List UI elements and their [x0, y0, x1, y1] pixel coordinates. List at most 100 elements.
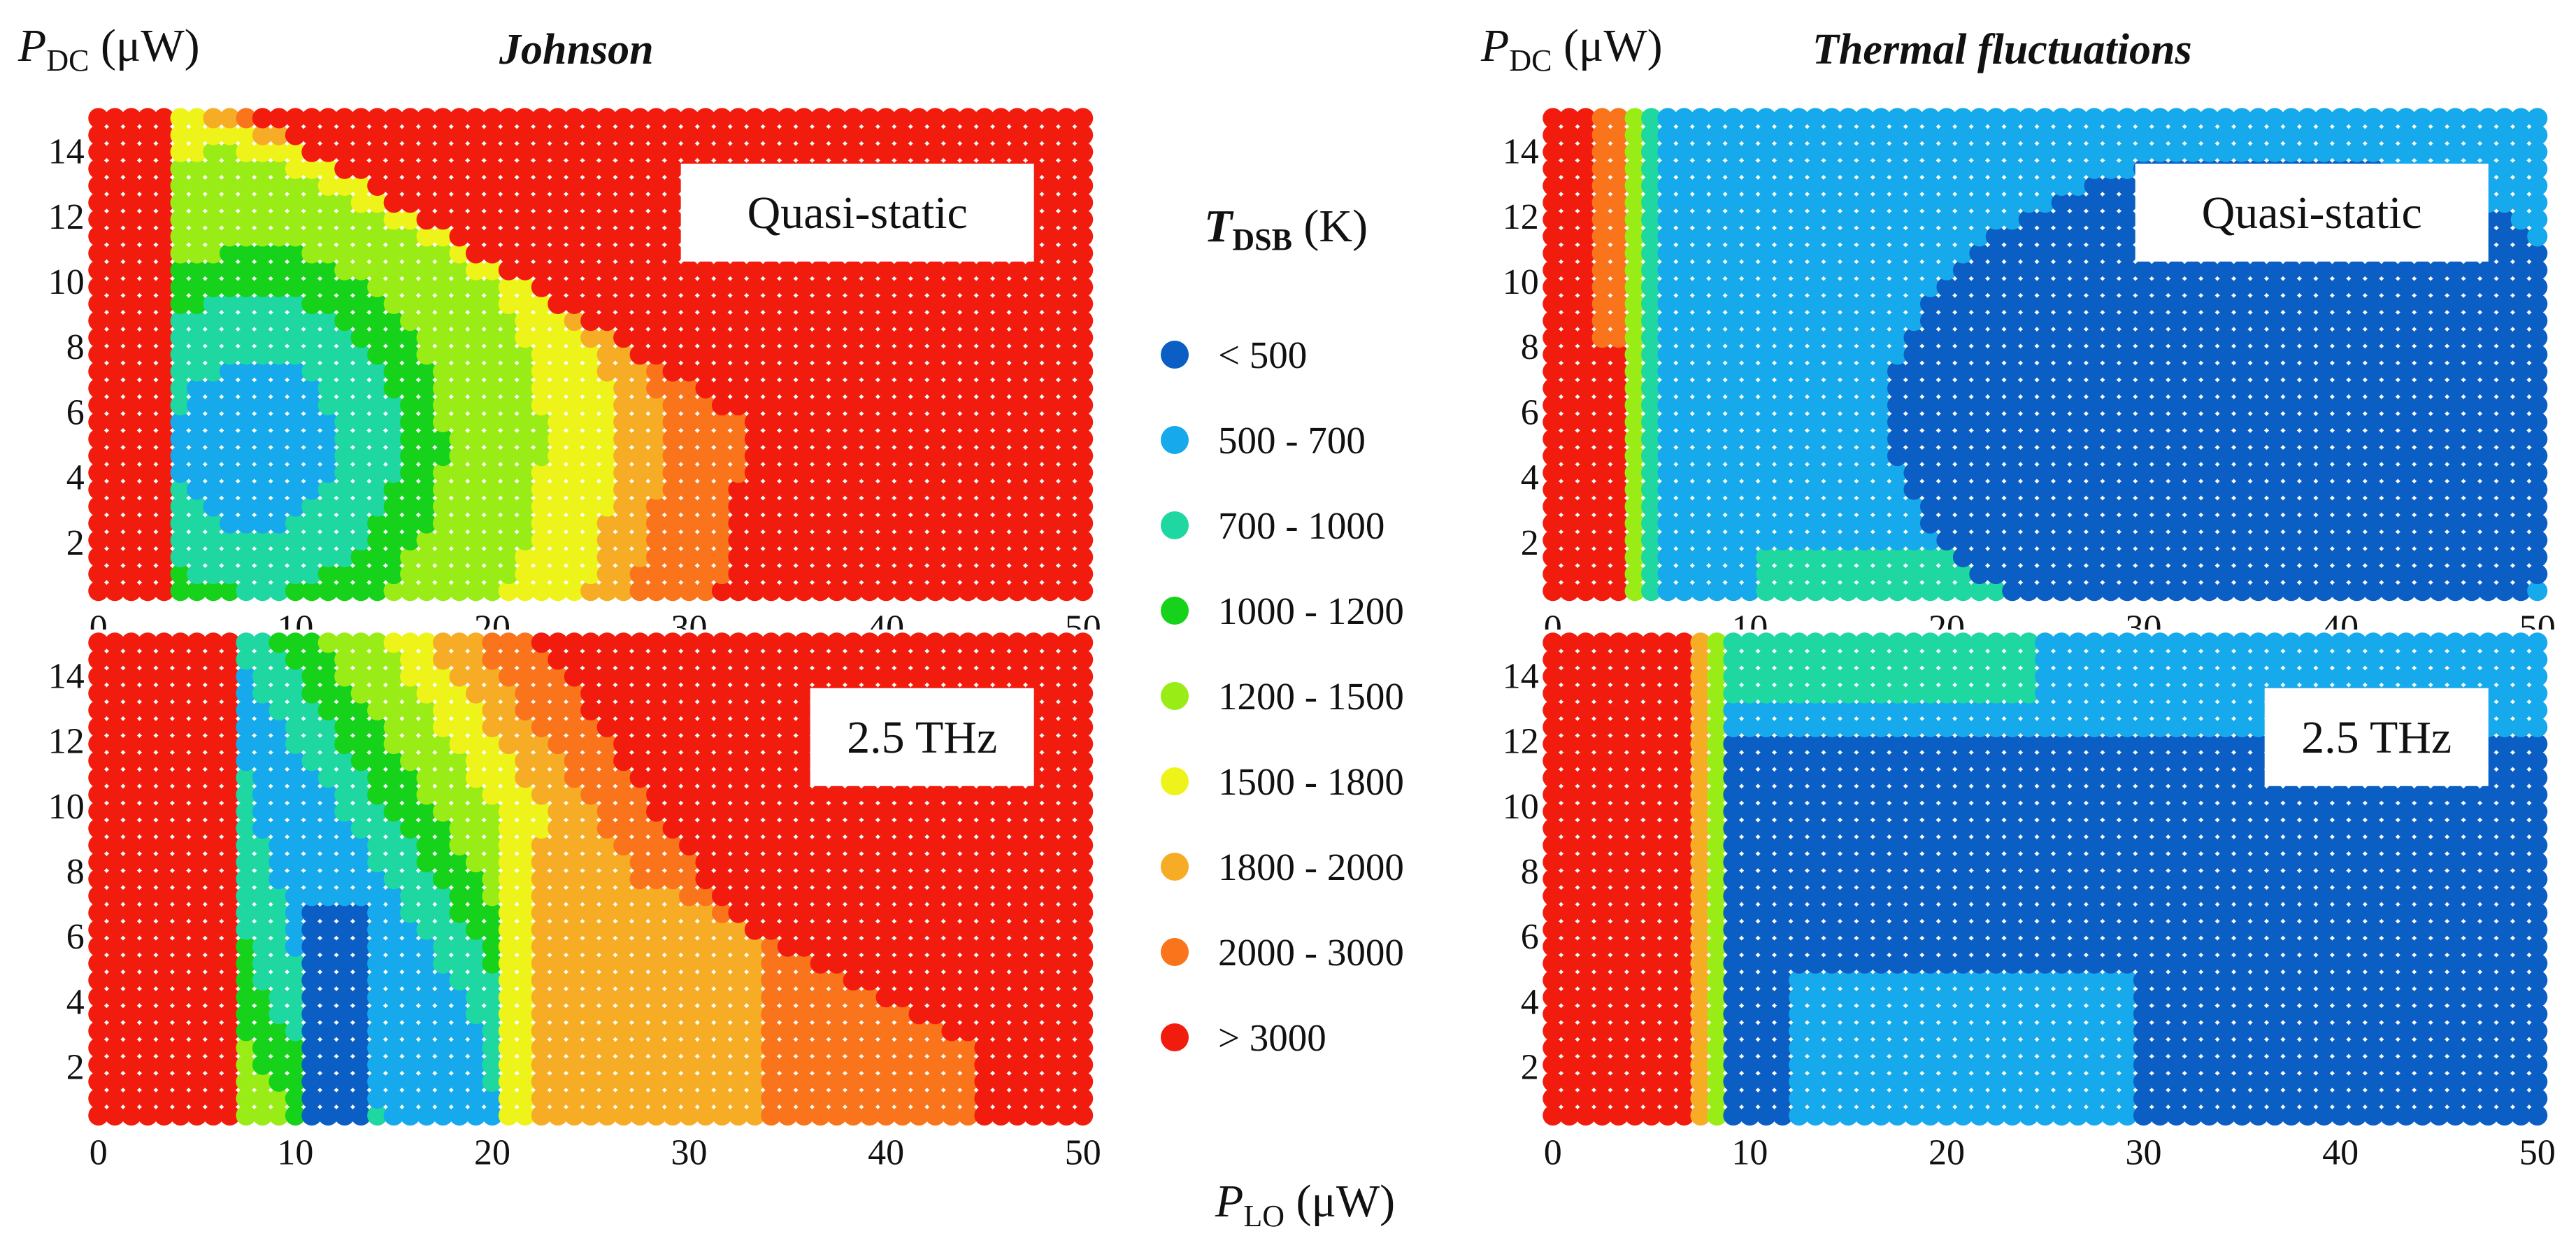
heatmap-dot	[1919, 344, 1941, 365]
heatmap-dot	[1641, 344, 1662, 365]
heatmap-dot	[2428, 479, 2449, 500]
heatmap-dot	[449, 243, 470, 264]
heatmap-dot	[711, 361, 733, 382]
heatmap-dot	[2281, 125, 2302, 145]
heatmap-dot	[317, 209, 338, 230]
heatmap-dot	[137, 496, 158, 517]
heatmap-dot	[465, 581, 487, 602]
heatmap-dot	[203, 886, 224, 907]
heatmap-dot	[367, 953, 388, 974]
heatmap-dot	[744, 411, 765, 432]
heatmap-dot	[744, 276, 765, 297]
heatmap-dot	[383, 751, 404, 772]
heatmap-dot	[367, 546, 388, 568]
heatmap-dot	[465, 564, 487, 585]
heatmap-dot	[137, 886, 158, 907]
heatmap-dot	[1673, 276, 1695, 297]
heatmap-dot	[498, 902, 519, 923]
heatmap-dot	[1543, 344, 1564, 365]
heatmap-dot	[1838, 125, 1859, 145]
heatmap-dot	[2018, 175, 2039, 197]
heatmap-dot	[810, 311, 831, 332]
heatmap-dot	[170, 666, 191, 687]
heatmap-dot	[564, 767, 585, 788]
heatmap-dot	[1789, 327, 1810, 348]
heatmap-dot	[613, 327, 634, 348]
heatmap-dot	[121, 125, 142, 145]
heatmap-dot	[170, 902, 191, 923]
heatmap-dot	[2166, 462, 2187, 483]
heatmap-dot	[88, 784, 109, 805]
heatmap-dot	[334, 530, 355, 551]
heatmap-dot	[2018, 361, 2039, 382]
heatmap-dot	[400, 1004, 421, 1025]
heatmap-dot	[1559, 411, 1580, 432]
heatmap-dot	[236, 293, 257, 314]
heatmap-dot	[2445, 564, 2466, 585]
heatmap-dot	[1887, 293, 1908, 314]
heatmap-dot	[1772, 344, 1793, 365]
heatmap-dot	[252, 818, 273, 839]
heatmap-dot	[2166, 378, 2187, 399]
heatmap-dot	[2281, 411, 2302, 432]
heatmap-dot	[2281, 141, 2302, 162]
heatmap-dot	[662, 546, 683, 568]
heatmap-dot	[498, 327, 519, 348]
heatmap-dot	[350, 243, 371, 264]
heatmap-dot	[433, 581, 454, 602]
heatmap-dot	[203, 327, 224, 348]
heatmap-dot	[317, 666, 338, 687]
heatmap-dot	[596, 1088, 617, 1109]
heatmap-dot	[646, 446, 667, 467]
heatmap-dot	[1969, 311, 1990, 332]
heatmap-dot	[1969, 513, 1990, 534]
heatmap-dot	[482, 125, 503, 145]
heatmap-dot	[1723, 378, 1744, 399]
heatmap-dot	[187, 209, 208, 230]
heatmap-dot	[1838, 462, 1859, 483]
heatmap-dot	[1575, 293, 1596, 314]
heatmap-dot	[88, 411, 109, 432]
heatmap-dot	[810, 344, 831, 365]
heatmap-dot	[843, 361, 864, 382]
heatmap-dot	[1772, 108, 1793, 129]
heatmap-dot	[350, 479, 371, 500]
heatmap-dot	[269, 462, 289, 483]
heatmap-dot	[1903, 209, 1924, 230]
legend-swatch	[1161, 597, 1189, 625]
heatmap-dot	[236, 1088, 257, 1109]
heatmap-dot	[974, 411, 995, 432]
heatmap-dot	[482, 987, 503, 1008]
heatmap-dot	[301, 936, 322, 957]
heatmap-dot	[2494, 311, 2515, 332]
heatmap-dot	[400, 276, 421, 297]
heatmap-dot	[2396, 108, 2417, 129]
heatmap-dot	[416, 108, 437, 129]
heatmap-dot	[219, 784, 241, 805]
heatmap-dot	[1575, 513, 1596, 534]
heatmap-dot	[2198, 513, 2219, 534]
heatmap-dot	[531, 666, 552, 687]
heatmap-dot	[2002, 344, 2023, 365]
heatmap-dot	[2166, 108, 2187, 129]
heatmap-dot	[957, 125, 978, 145]
heatmap-dot	[2035, 378, 2056, 399]
heatmap-dot	[252, 226, 273, 247]
heatmap-dot	[2166, 411, 2187, 432]
heatmap-dot	[613, 716, 634, 737]
heatmap-dot	[383, 564, 404, 585]
heatmap-dot	[334, 411, 355, 432]
heatmap-dot	[2018, 581, 2039, 602]
heatmap-dot	[580, 446, 601, 467]
heatmap-dot	[2035, 411, 2056, 432]
heatmap-dot	[1805, 276, 1826, 297]
heatmap-dot	[1690, 530, 1711, 551]
heatmap-dot	[908, 141, 929, 162]
heatmap-dot	[433, 699, 454, 720]
heatmap-dot	[1706, 209, 1727, 230]
heatmap-dot	[219, 751, 241, 772]
heatmap-dot	[1985, 327, 2006, 348]
heatmap-dot	[531, 378, 552, 399]
heatmap-dot	[859, 530, 880, 551]
heatmap-dot	[580, 818, 601, 839]
